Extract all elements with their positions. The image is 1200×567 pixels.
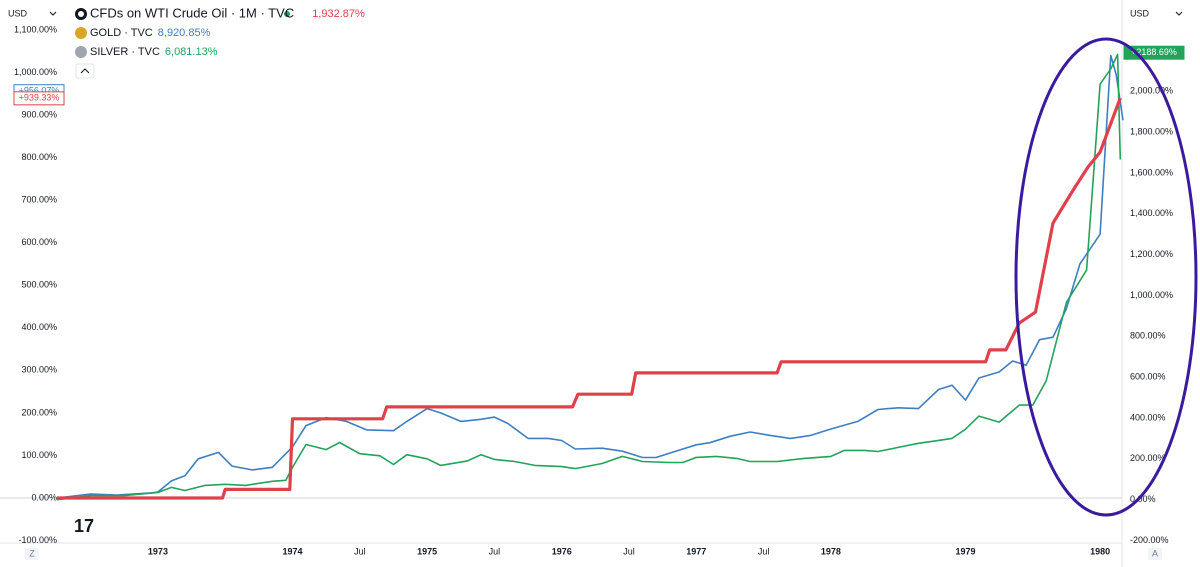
x-tick-label: 1976 — [552, 546, 572, 556]
y-tick-label: 800.00% — [21, 152, 57, 162]
silver-icon — [75, 46, 87, 58]
oil-icon — [78, 11, 84, 17]
y2-tick-label: 1,200.00% — [1130, 249, 1173, 259]
series-line — [56, 54, 1124, 499]
last-value-label: +956.07% — [19, 86, 60, 96]
collapse-button[interactable] — [75, 63, 95, 79]
y-tick-label: 700.00% — [21, 195, 57, 205]
y-tick-label: 200.00% — [21, 407, 57, 417]
y-tick-label: 1,000.00% — [14, 67, 57, 77]
timezone-icon: Z — [29, 548, 35, 558]
y2-tick-label: 1,600.00% — [1130, 167, 1173, 177]
legend-label: CFDs on WTI Crude Oil · 1M · TVC — [90, 5, 294, 20]
y2-tick-label: 1,800.00% — [1130, 126, 1173, 136]
currency-right[interactable]: USD — [1130, 8, 1150, 18]
legend-value: 6,081.13% — [165, 46, 218, 58]
status-dot — [284, 11, 290, 17]
y-tick-label: -100.00% — [18, 535, 57, 545]
y-tick-label: 600.00% — [21, 237, 57, 247]
x-tick-label: 1978 — [821, 546, 841, 556]
legend-value: 1,932.87% — [312, 8, 365, 20]
last-value-label: +2188.69% — [1131, 47, 1177, 57]
x-tick-label: Jul — [758, 546, 770, 556]
x-tick-label: Jul — [489, 546, 501, 556]
y-tick-label: 900.00% — [21, 109, 57, 119]
overlay — [1014, 37, 1198, 517]
x-tick-label: 1977 — [686, 546, 706, 556]
auto-button[interactable] — [1148, 548, 1162, 560]
y-tick-label: 400.00% — [21, 322, 57, 332]
x-tick-label: 1975 — [417, 546, 437, 556]
y2-tick-label: 2,000.00% — [1130, 86, 1173, 96]
auto-icon: A — [1152, 548, 1158, 558]
timezone-button[interactable] — [25, 548, 39, 560]
y2-tick-label: 1,000.00% — [1130, 290, 1173, 300]
y2-tick-label: 800.00% — [1130, 331, 1166, 341]
currency-left[interactable]: USD — [8, 8, 28, 18]
x-tick-label: Jul — [623, 546, 635, 556]
legend-label: GOLD · TVC — [90, 27, 153, 39]
y-tick-label: 300.00% — [21, 365, 57, 375]
series-line — [57, 97, 1122, 500]
y-tick-label: 500.00% — [21, 280, 57, 290]
y2-tick-label: 1,400.00% — [1130, 208, 1173, 218]
y-tick-label: 100.00% — [21, 450, 57, 460]
legend-label: SILVER · TVC — [90, 46, 160, 58]
plot-area: -100.00% 0.00% 100.00% 200.00% 300.00% 400.00… — [0, 24, 1173, 556]
x-tick-label: Jul — [354, 546, 366, 556]
logo: 17 — [74, 516, 94, 536]
y2-tick-label: 200.00% — [1130, 453, 1166, 463]
dropdown-icon — [1175, 11, 1183, 16]
y2-tick-label: 0.00% — [1130, 494, 1156, 504]
x-tick-label: 1974 — [283, 546, 303, 556]
y-tick-label: 1,100.00% — [14, 24, 57, 34]
y2-tick-label: -200.00% — [1130, 535, 1169, 545]
highlight-ellipse — [1014, 37, 1198, 517]
last-value-label: +939.33% — [19, 93, 60, 103]
y-tick-label: 0.00% — [31, 492, 57, 502]
x-tick-label: 1980 — [1090, 546, 1110, 556]
y2-tick-label: 600.00% — [1130, 372, 1166, 382]
gold-icon — [75, 27, 87, 39]
x-tick-label: 1979 — [955, 546, 975, 556]
dropdown-icon — [49, 11, 57, 16]
x-tick-label: 1973 — [148, 546, 168, 556]
legend-value: 8,920.85% — [158, 27, 211, 39]
series-line — [56, 53, 1122, 501]
y2-tick-label: 400.00% — [1130, 412, 1166, 422]
collapse-icon — [80, 68, 90, 74]
last-value-box — [13, 91, 65, 106]
